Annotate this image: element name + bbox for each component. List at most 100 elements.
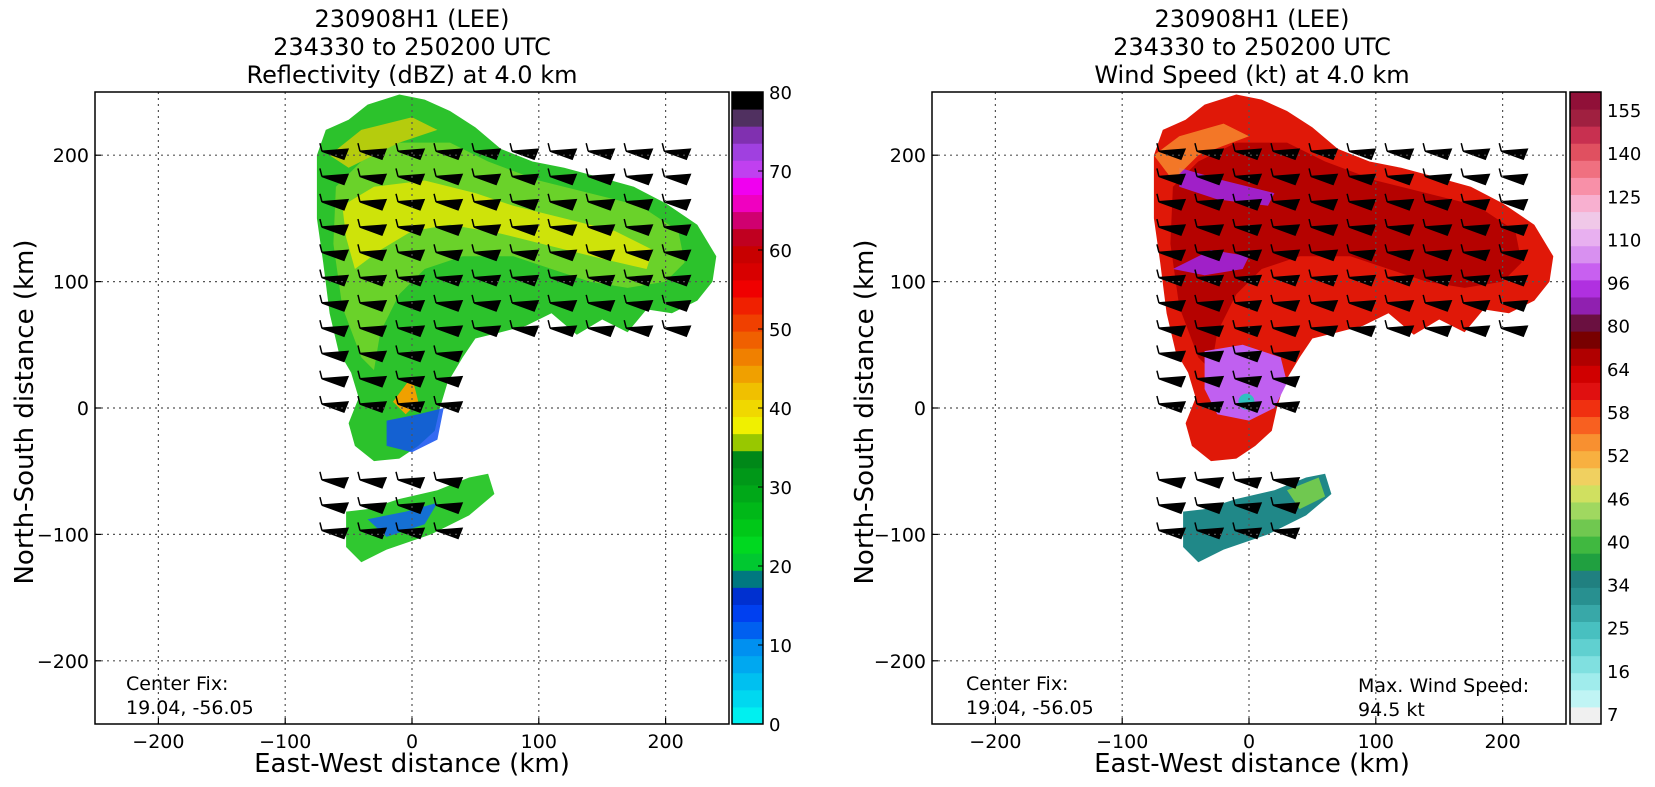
colorbar-swatch bbox=[732, 706, 763, 725]
colorbar-swatch bbox=[1570, 536, 1601, 554]
colorbar-swatch bbox=[1570, 160, 1601, 178]
colorbar-tick-label: 0 bbox=[769, 715, 780, 736]
wind-barb bbox=[1270, 294, 1301, 312]
wind-barb bbox=[1232, 471, 1263, 489]
colorbar-tick-label: 140 bbox=[1607, 144, 1641, 165]
x-tick-label: 100 bbox=[521, 731, 557, 753]
colorbar-swatch bbox=[732, 296, 763, 315]
colorbar-tick-label: 34 bbox=[1607, 576, 1630, 597]
colorbar-swatch bbox=[732, 450, 763, 469]
wind-title-line-3: Wind Speed (kt) at 4.0 km bbox=[1094, 61, 1409, 89]
wind-barb bbox=[1346, 143, 1377, 161]
wind-barb bbox=[1232, 244, 1263, 262]
y-tick-label: −100 bbox=[874, 524, 926, 546]
x-tick-label: −100 bbox=[259, 731, 311, 753]
max-wind-label: Max. Wind Speed: bbox=[1358, 675, 1529, 697]
wind-barb bbox=[1346, 294, 1377, 312]
reflectivity-title-line-2: 234330 to 250200 UTC bbox=[273, 33, 551, 61]
wind-barb bbox=[395, 319, 426, 338]
y-tick-label: 0 bbox=[914, 398, 926, 420]
wind-barb bbox=[1308, 193, 1339, 211]
wind-barb bbox=[585, 218, 616, 236]
wind-barb bbox=[1308, 294, 1339, 312]
wind-barb bbox=[1270, 471, 1301, 489]
wind-barb bbox=[319, 319, 350, 338]
wind-barb bbox=[1460, 244, 1491, 262]
wind-barb bbox=[509, 319, 540, 338]
colorbar-swatch bbox=[732, 484, 763, 503]
wind-barb bbox=[1498, 193, 1529, 211]
wind-barb bbox=[1346, 218, 1377, 236]
plot-frame bbox=[94, 91, 730, 725]
colorbar-tick-label: 52 bbox=[1607, 446, 1630, 467]
wind-barb bbox=[1194, 496, 1225, 515]
wind-center-fix-label: Center Fix: bbox=[966, 673, 1068, 695]
colorbar-tick-label: 60 bbox=[769, 241, 792, 262]
wind-barb bbox=[585, 294, 616, 312]
colorbar-swatch bbox=[1570, 587, 1601, 605]
wind-barb bbox=[1346, 269, 1377, 287]
colorbar-swatch bbox=[732, 109, 763, 127]
colorbar-swatch bbox=[1570, 416, 1601, 435]
colorbar-swatch bbox=[732, 126, 763, 144]
wind-barb bbox=[319, 522, 350, 540]
wind-barb bbox=[1498, 244, 1529, 262]
wind-barb bbox=[1156, 522, 1187, 540]
wind-barb bbox=[585, 244, 616, 262]
reflectivity-center-fix-label: Center Fix: bbox=[126, 673, 228, 695]
colorbar-swatch bbox=[1570, 331, 1601, 349]
wind-barb bbox=[585, 143, 616, 161]
wind-title-line-1: 230908H1 (LEE) bbox=[1155, 5, 1350, 33]
wind-barb bbox=[1384, 168, 1415, 186]
y-tick-label: 100 bbox=[53, 272, 89, 294]
wind-barb bbox=[1270, 496, 1301, 515]
wind-barb bbox=[661, 294, 692, 312]
colorbar-swatch bbox=[732, 501, 763, 520]
wind-barb bbox=[1422, 319, 1453, 338]
wind-barb bbox=[471, 168, 502, 186]
wind-barb bbox=[471, 244, 502, 262]
x-tick-label: −100 bbox=[1096, 731, 1148, 753]
colorbar-swatch bbox=[1570, 348, 1601, 366]
wind-barb bbox=[1422, 294, 1453, 312]
wind-barb bbox=[395, 218, 426, 236]
wind-barb bbox=[433, 319, 464, 338]
x-tick-label: 0 bbox=[1243, 731, 1255, 753]
wind-barb bbox=[623, 193, 654, 211]
y-tick-label: −100 bbox=[37, 524, 89, 546]
wind-barb bbox=[357, 294, 388, 312]
wind-plot-area: −200 −100 0 100 200 −200 −100 0 100 200 bbox=[874, 91, 1567, 753]
wind-barb bbox=[547, 218, 578, 236]
wind-barb bbox=[1232, 193, 1263, 211]
wind-barb bbox=[357, 496, 388, 515]
wind-barb bbox=[1384, 294, 1415, 312]
wind-barb bbox=[395, 294, 426, 312]
wind-barb bbox=[357, 471, 388, 489]
wind-barb bbox=[1422, 218, 1453, 236]
wind-barb bbox=[1156, 471, 1187, 489]
wind-barb bbox=[623, 319, 654, 338]
colorbar-swatch bbox=[732, 416, 763, 435]
reflectivity-plot-area: −200 −100 0 100 200 −200 −100 0 100 200 bbox=[37, 91, 730, 753]
colorbar-swatch bbox=[732, 467, 763, 486]
colorbar-swatch bbox=[1570, 92, 1601, 110]
colorbar-tick-label: 20 bbox=[769, 557, 792, 578]
wind-barb bbox=[1156, 345, 1187, 363]
wind-barb bbox=[1194, 294, 1225, 312]
wind-barb bbox=[623, 143, 654, 161]
colorbar-tick-label: 40 bbox=[1607, 532, 1630, 553]
wind-barb bbox=[1156, 143, 1187, 161]
colorbar-tick-label: 125 bbox=[1607, 187, 1641, 208]
wind-barb bbox=[395, 168, 426, 186]
wind-barb bbox=[661, 193, 692, 211]
wind-barb bbox=[1156, 168, 1187, 186]
wind-barb bbox=[1194, 244, 1225, 262]
x-tick-label: −200 bbox=[969, 731, 1021, 753]
reflectivity-panel: 230908H1 (LEE) 234330 to 250200 UTC Refl… bbox=[10, 5, 792, 779]
wind-barb bbox=[1498, 294, 1529, 312]
y-tick-label: 200 bbox=[890, 145, 926, 167]
wind-barb bbox=[547, 168, 578, 186]
wind-barb bbox=[1346, 244, 1377, 262]
wind-barb bbox=[1156, 370, 1187, 388]
y-tick-label: −200 bbox=[37, 651, 89, 673]
